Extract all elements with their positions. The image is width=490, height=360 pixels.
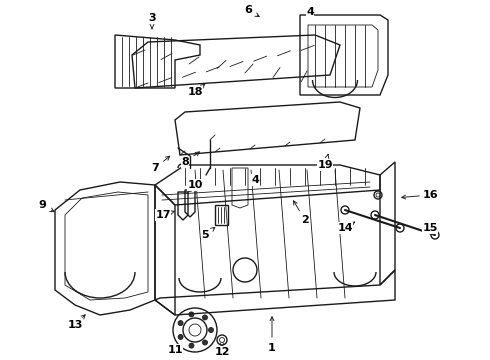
Text: 4: 4 [251,175,259,185]
Circle shape [202,340,207,345]
Text: 14: 14 [337,223,353,233]
Circle shape [178,321,183,325]
Text: 16: 16 [422,190,438,200]
Text: 8: 8 [181,157,189,167]
Text: 3: 3 [148,13,156,23]
Circle shape [189,312,194,317]
Circle shape [189,343,194,348]
Text: 11: 11 [167,345,183,355]
Text: 6: 6 [244,5,252,15]
Circle shape [209,328,214,333]
Text: 12: 12 [214,347,230,357]
Text: 13: 13 [67,320,83,330]
Text: 19: 19 [317,160,333,170]
Text: 10: 10 [187,180,203,190]
Text: 17: 17 [155,210,171,220]
Circle shape [178,334,183,339]
Text: 9: 9 [38,200,46,210]
Text: 1: 1 [268,343,276,353]
Text: 5: 5 [201,230,209,240]
Text: 4: 4 [306,7,314,17]
Text: 18: 18 [187,87,203,97]
Circle shape [202,315,207,320]
Text: 7: 7 [151,163,159,173]
Text: 15: 15 [422,223,438,233]
Text: 2: 2 [301,215,309,225]
